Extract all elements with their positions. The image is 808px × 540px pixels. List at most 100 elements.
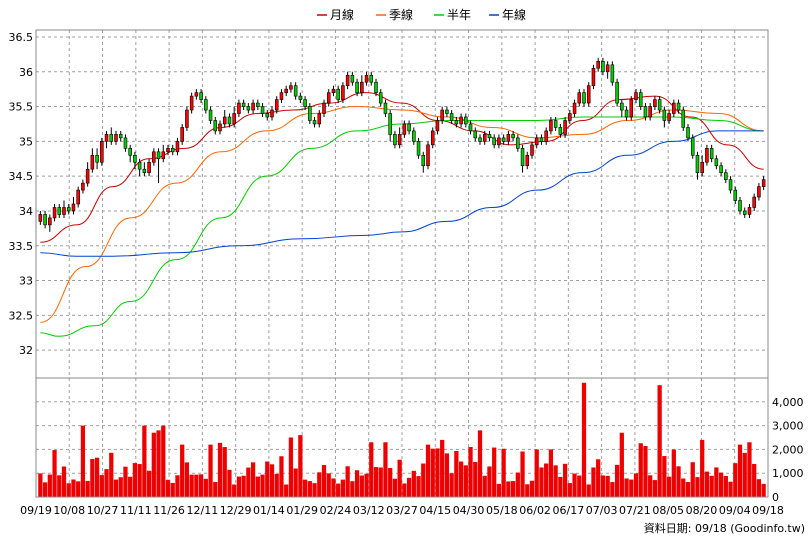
volume-bar [510, 481, 516, 497]
volume-bar [520, 451, 525, 497]
volume-bar [132, 463, 138, 497]
candle-body [241, 102, 246, 107]
candle-body [66, 207, 71, 212]
volume-bar [544, 463, 549, 497]
x-tick-label: 06/17 [553, 504, 585, 517]
candle-body [175, 141, 180, 153]
volume-bar [104, 469, 109, 497]
volume-bar [681, 478, 686, 497]
volume-bar [208, 444, 213, 497]
volume-bar [454, 450, 459, 497]
candle-body [520, 148, 525, 167]
volume-bar [690, 462, 695, 497]
candle-body [615, 81, 619, 104]
candle-body [100, 141, 104, 163]
candle-body [700, 161, 704, 173]
volume-bar [146, 470, 152, 497]
candle-body [553, 120, 558, 128]
candle-body [747, 207, 752, 215]
volume-bar [161, 425, 166, 497]
candle-body [48, 217, 52, 226]
candle-body [369, 74, 374, 83]
volume-bar [397, 459, 402, 497]
volume-bar [548, 449, 554, 497]
candle-body [610, 64, 615, 83]
candle-body [430, 130, 435, 146]
volume-bar [449, 473, 454, 497]
volume-bar [388, 468, 393, 497]
x-tick-label: 04/15 [419, 504, 451, 517]
candle-body [681, 109, 686, 128]
volume-bar [80, 425, 86, 497]
candle-body [690, 137, 695, 156]
candle-body [464, 116, 468, 125]
volume-bar [312, 483, 317, 497]
volume-bar [66, 483, 71, 497]
price-panel: 32 32.5 33 33.5 34 34.5 35 35.5 36 36.5 [9, 29, 769, 379]
volume-bar [198, 474, 204, 497]
price-tick-label: 33 [19, 275, 33, 288]
volume-bar [217, 442, 223, 497]
volume-bar [350, 481, 355, 497]
volume-bar [203, 478, 208, 497]
candle-body [761, 179, 766, 187]
x-tick-label: 05/18 [486, 504, 518, 517]
volume-bar [440, 439, 445, 497]
volume-bar [151, 432, 156, 497]
candle-body [568, 113, 572, 121]
price-tick-label: 34 [19, 205, 33, 218]
candle-body [360, 81, 364, 93]
volume-bar [714, 467, 719, 497]
volume-bar [600, 475, 606, 497]
x-tick-label: 08/20 [686, 504, 718, 517]
candle-body [497, 137, 501, 146]
volume-bar [700, 439, 705, 497]
volume-bar [288, 437, 294, 497]
volume-bar [354, 470, 360, 497]
volume-bar [411, 470, 416, 497]
volume-bar [676, 466, 681, 497]
candle-body [137, 161, 142, 170]
candle-body [194, 92, 199, 97]
candle-body [539, 137, 544, 142]
volume-bar [378, 467, 383, 497]
volume-bar [340, 479, 346, 497]
x-axis: 09/19 10/08 10/27 11/11 11/26 12/11 12/29 01/14… [20, 504, 784, 517]
volume-bar [567, 483, 572, 497]
candle-body [738, 200, 742, 212]
candle-body [719, 165, 723, 173]
x-tick-label: 10/08 [53, 504, 85, 517]
volume-bar [109, 452, 114, 497]
volume-bar [515, 472, 520, 497]
candle-body [591, 67, 596, 86]
candle-body [601, 61, 605, 73]
volume-bar [671, 449, 676, 497]
x-tick-label: 12/29 [220, 504, 252, 517]
volume-bar [336, 483, 341, 497]
volume-bar [85, 480, 90, 497]
candle-body [459, 116, 463, 125]
x-tick-label: 03/27 [386, 504, 418, 517]
volume-panel-frame [35, 377, 769, 498]
candle-body [90, 154, 95, 170]
volume-bar [184, 462, 190, 497]
candle-body [104, 134, 109, 142]
candle-body [128, 148, 132, 156]
volume-bar [76, 481, 81, 497]
candle-body [676, 102, 681, 111]
volume-bar [458, 461, 464, 497]
candle-body [199, 92, 203, 100]
candle-body [586, 85, 591, 104]
volume-bar [331, 478, 336, 497]
candle-body [501, 137, 506, 142]
candle-body [185, 109, 189, 128]
candle-body [421, 154, 426, 167]
volume-bar [487, 466, 492, 497]
volume-bar [359, 475, 364, 497]
candle-body [114, 134, 118, 142]
volume-bar [435, 448, 440, 497]
volume-bar [255, 476, 260, 497]
candle-body [279, 92, 284, 100]
volume-bar [165, 479, 171, 497]
candle-body [341, 85, 345, 100]
